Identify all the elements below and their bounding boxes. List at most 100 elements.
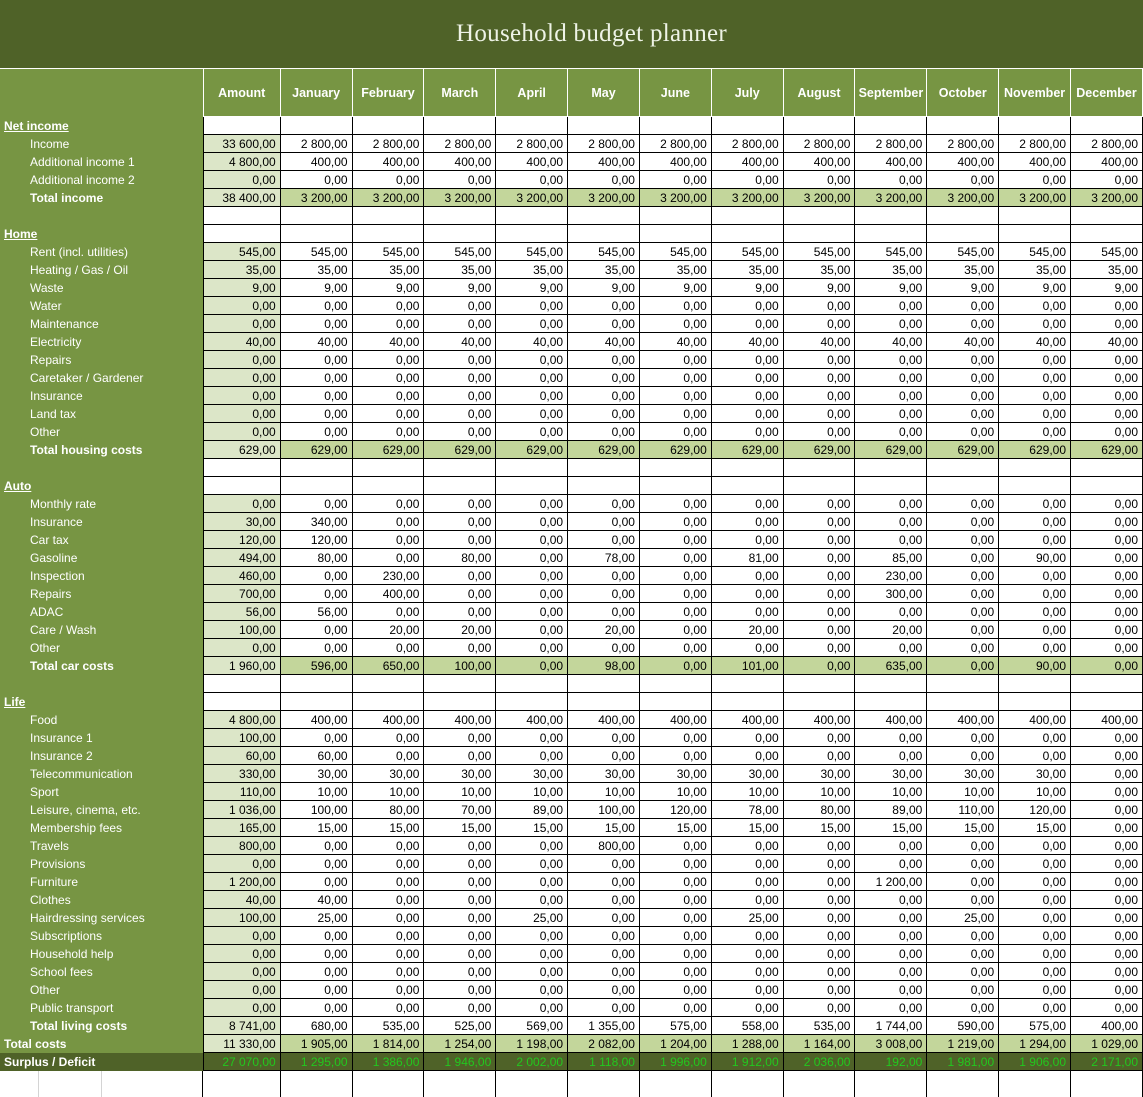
cell-insurance-amount[interactable]: 0,00 <box>202 386 281 405</box>
cell-other-june[interactable]: 0,00 <box>638 638 712 657</box>
cell-insurance-1-september[interactable]: 0,00 <box>854 728 928 747</box>
cell-insurance-july[interactable]: 0,00 <box>710 512 784 531</box>
cell-additional-income-1-january[interactable]: 400,00 <box>279 152 353 171</box>
cell-water-february[interactable]: 0,00 <box>351 296 425 315</box>
cell-food-july[interactable]: 400,00 <box>710 710 784 729</box>
cell-income-august[interactable]: 2 800,00 <box>782 134 856 153</box>
cell-care-wash-may[interactable]: 20,00 <box>567 620 640 639</box>
cell-repairs-april[interactable]: 0,00 <box>495 584 569 603</box>
cell-empty[interactable] <box>1070 224 1143 243</box>
cell-maintenance-july[interactable]: 0,00 <box>710 314 784 333</box>
cell-total-car-costs-september[interactable]: 635,00 <box>854 656 928 675</box>
cell-additional-income-1-november[interactable]: 400,00 <box>998 152 1071 171</box>
cell-repairs-march[interactable]: 0,00 <box>423 350 497 369</box>
cell-caretaker-gardener-october[interactable]: 0,00 <box>926 368 1000 387</box>
cell-total-housing-costs-february[interactable]: 629,00 <box>351 440 425 459</box>
cell-additional-income-1-july[interactable]: 400,00 <box>710 152 784 171</box>
cell-household-help-november[interactable]: 0,00 <box>998 944 1071 963</box>
cell-electricity-september[interactable]: 40,00 <box>854 332 928 351</box>
cell-total-costs-september[interactable]: 3 008,00 <box>854 1034 928 1053</box>
cell-gasoline-february[interactable]: 0,00 <box>351 548 425 567</box>
cell-leisure-cinema-etc-march[interactable]: 70,00 <box>423 800 497 819</box>
cell-adac-april[interactable]: 0,00 <box>495 602 569 621</box>
cell-total-costs-august[interactable]: 1 164,00 <box>782 1034 856 1053</box>
cell-subscriptions-october[interactable]: 0,00 <box>926 926 1000 945</box>
cell-insurance-april[interactable]: 0,00 <box>495 512 569 531</box>
cell-total-living-costs-november[interactable]: 575,00 <box>998 1016 1071 1035</box>
cell-empty[interactable] <box>998 674 1071 693</box>
cell-empty[interactable] <box>782 116 856 135</box>
cell-other-february[interactable]: 0,00 <box>351 638 425 657</box>
cell-heating-gas-oil-september[interactable]: 35,00 <box>854 260 928 279</box>
cell-total-income-december[interactable]: 3 200,00 <box>1070 188 1143 207</box>
cell-household-help-july[interactable]: 0,00 <box>710 944 784 963</box>
cell-water-amount[interactable]: 0,00 <box>202 296 281 315</box>
cell-total-car-costs-march[interactable]: 100,00 <box>423 656 497 675</box>
cell-adac-september[interactable]: 0,00 <box>854 602 928 621</box>
cell-sport-august[interactable]: 10,00 <box>782 782 856 801</box>
cell-empty[interactable] <box>854 224 928 243</box>
cell-other-april[interactable]: 0,00 <box>495 638 569 657</box>
cell-empty[interactable] <box>926 692 1000 711</box>
cell-land-tax-june[interactable]: 0,00 <box>638 404 712 423</box>
cell-empty[interactable] <box>854 674 928 693</box>
cell-telecommunication-july[interactable]: 30,00 <box>710 764 784 783</box>
cell-heating-gas-oil-february[interactable]: 35,00 <box>351 260 425 279</box>
cell-car-tax-march[interactable]: 0,00 <box>423 530 497 549</box>
cell-caretaker-gardener-january[interactable]: 0,00 <box>279 368 353 387</box>
bottom-cell-empty[interactable] <box>783 1070 856 1097</box>
cell-provisions-april[interactable]: 0,00 <box>495 854 569 873</box>
cell-inspection-november[interactable]: 0,00 <box>998 566 1071 585</box>
cell-care-wash-amount[interactable]: 100,00 <box>202 620 281 639</box>
column-header-may[interactable]: May <box>567 68 640 117</box>
cell-heating-gas-oil-november[interactable]: 35,00 <box>998 260 1071 279</box>
cell-membership-fees-november[interactable]: 15,00 <box>998 818 1071 837</box>
cell-caretaker-gardener-february[interactable]: 0,00 <box>351 368 425 387</box>
column-header-january[interactable]: January <box>279 68 353 117</box>
cell-public-transport-december[interactable]: 0,00 <box>1070 998 1143 1017</box>
bottom-cell-empty[interactable] <box>495 1070 569 1097</box>
cell-insurance-1-july[interactable]: 0,00 <box>710 728 784 747</box>
cell-clothes-august[interactable]: 0,00 <box>782 890 856 909</box>
cell-provisions-october[interactable]: 0,00 <box>926 854 1000 873</box>
cell-heating-gas-oil-march[interactable]: 35,00 <box>423 260 497 279</box>
cell-school-fees-august[interactable]: 0,00 <box>782 962 856 981</box>
cell-additional-income-2-may[interactable]: 0,00 <box>567 170 640 189</box>
cell-rent-incl-utilities-october[interactable]: 545,00 <box>926 242 1000 261</box>
cell-sport-february[interactable]: 10,00 <box>351 782 425 801</box>
cell-other-may[interactable]: 0,00 <box>567 980 640 999</box>
cell-total-costs-april[interactable]: 1 198,00 <box>495 1034 569 1053</box>
cell-sport-december[interactable]: 0,00 <box>1070 782 1143 801</box>
cell-empty[interactable] <box>202 116 281 135</box>
cell-care-wash-december[interactable]: 0,00 <box>1070 620 1143 639</box>
cell-total-living-costs-december[interactable]: 400,00 <box>1070 1016 1143 1035</box>
cell-household-help-amount[interactable]: 0,00 <box>202 944 281 963</box>
cell-empty[interactable] <box>202 476 281 495</box>
cell-school-fees-june[interactable]: 0,00 <box>638 962 712 981</box>
cell-land-tax-november[interactable]: 0,00 <box>998 404 1071 423</box>
cell-insurance-september[interactable]: 0,00 <box>854 512 928 531</box>
cell-waste-february[interactable]: 9,00 <box>351 278 425 297</box>
cell-other-august[interactable]: 0,00 <box>782 980 856 999</box>
cell-provisions-july[interactable]: 0,00 <box>710 854 784 873</box>
cell-telecommunication-november[interactable]: 30,00 <box>998 764 1071 783</box>
cell-food-june[interactable]: 400,00 <box>638 710 712 729</box>
cell-additional-income-2-march[interactable]: 0,00 <box>423 170 497 189</box>
cell-insurance-2-june[interactable]: 0,00 <box>638 746 712 765</box>
cell-travels-february[interactable]: 0,00 <box>351 836 425 855</box>
cell-hairdressing-services-september[interactable]: 0,00 <box>854 908 928 927</box>
cell-insurance-1-may[interactable]: 0,00 <box>567 728 640 747</box>
cell-electricity-february[interactable]: 40,00 <box>351 332 425 351</box>
cell-additional-income-1-october[interactable]: 400,00 <box>926 152 1000 171</box>
cell-surplus-november[interactable]: 1 906,00 <box>998 1052 1071 1071</box>
cell-income-july[interactable]: 2 800,00 <box>710 134 784 153</box>
cell-repairs-october[interactable]: 0,00 <box>926 584 1000 603</box>
cell-care-wash-october[interactable]: 0,00 <box>926 620 1000 639</box>
cell-sport-september[interactable]: 10,00 <box>854 782 928 801</box>
cell-telecommunication-amount[interactable]: 330,00 <box>202 764 281 783</box>
cell-car-tax-september[interactable]: 0,00 <box>854 530 928 549</box>
cell-total-living-costs-february[interactable]: 535,00 <box>351 1016 425 1035</box>
cell-empty[interactable] <box>423 458 497 477</box>
cell-subscriptions-april[interactable]: 0,00 <box>495 926 569 945</box>
cell-sport-july[interactable]: 10,00 <box>710 782 784 801</box>
